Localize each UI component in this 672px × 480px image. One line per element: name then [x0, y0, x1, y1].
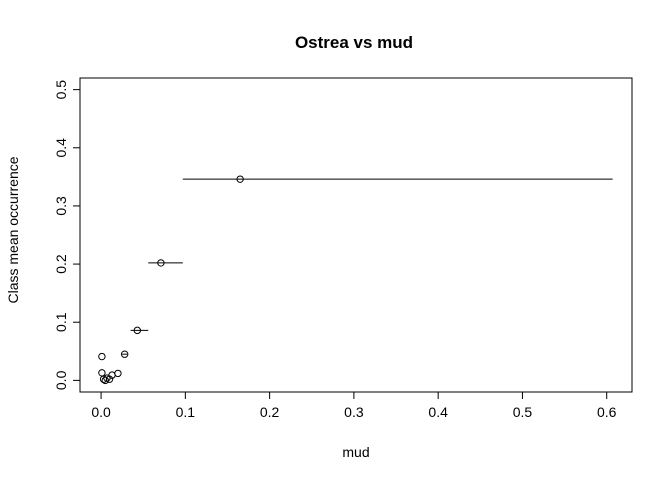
x-tick-label: 0.3 — [344, 404, 364, 420]
data-point — [105, 375, 114, 383]
x-tick-label: 0.5 — [513, 404, 533, 420]
x-axis-label: mud — [342, 444, 369, 460]
y-axis: 0.0 0.1 0.2 0.3 0.4 0.5 — [53, 80, 81, 390]
x-axis: 0.0 0.1 0.2 0.3 0.4 0.5 0.6 — [91, 391, 617, 420]
x-tick-label: 0.6 — [597, 404, 617, 420]
y-tick-label: 0.4 — [53, 138, 69, 158]
data-point — [98, 352, 106, 361]
y-tick-label: 0.5 — [53, 80, 69, 100]
data-point — [120, 350, 129, 358]
data-point — [101, 376, 109, 385]
data-point — [133, 326, 142, 335]
x-tick-label: 0.4 — [428, 404, 448, 420]
data-point — [99, 375, 108, 383]
data-points — [98, 175, 244, 385]
plot-frame — [79, 77, 633, 393]
chart-title: Ostrea vs mud — [295, 33, 413, 52]
y-tick-label: 0.3 — [53, 196, 69, 216]
y-tick-label: 0.0 — [53, 370, 69, 390]
x-tick-label: 0.0 — [91, 404, 111, 420]
data-point — [236, 175, 244, 183]
x-tick-label: 0.2 — [260, 404, 280, 420]
y-tick-label: 0.2 — [53, 254, 69, 274]
data-point — [114, 369, 122, 378]
y-tick-label: 0.1 — [53, 312, 69, 332]
y-axis-label: Class mean occurrence — [5, 156, 21, 303]
data-point — [98, 369, 106, 377]
range-segments — [122, 178, 613, 355]
data-point — [157, 259, 165, 267]
x-tick-label: 0.1 — [176, 404, 196, 420]
